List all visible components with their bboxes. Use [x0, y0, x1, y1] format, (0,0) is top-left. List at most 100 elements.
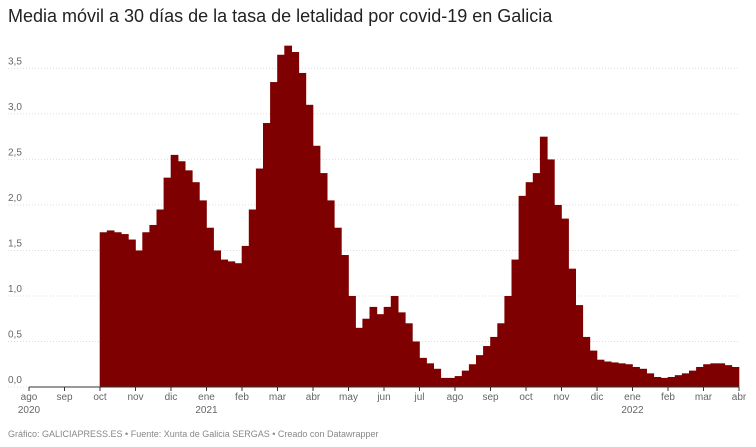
bar	[660, 377, 669, 387]
x-tick-label: jun	[376, 392, 390, 403]
bar	[334, 227, 342, 387]
year-label: 2020	[18, 405, 41, 416]
bar	[383, 306, 392, 387]
bar	[206, 227, 214, 387]
bar	[312, 145, 321, 387]
bar	[270, 82, 278, 388]
bar	[170, 154, 179, 387]
x-tick-label: sep	[482, 392, 499, 403]
year-label: 2021	[195, 405, 218, 416]
bar	[390, 295, 399, 387]
bar	[220, 259, 229, 387]
bar	[504, 295, 513, 387]
bar	[568, 268, 576, 387]
bar	[419, 357, 427, 387]
bar	[99, 232, 108, 387]
x-tick-label: dic	[591, 392, 604, 403]
bar	[248, 209, 257, 387]
bar	[227, 261, 236, 387]
bar	[199, 200, 207, 387]
bar	[376, 314, 385, 387]
x-tick-label: mar	[695, 392, 713, 403]
bar	[348, 295, 356, 387]
bar	[447, 377, 456, 387]
bar	[468, 364, 477, 387]
bar	[362, 318, 371, 387]
x-tick-label: sep	[56, 392, 73, 403]
bar	[476, 355, 484, 387]
bar	[433, 368, 442, 387]
bar	[113, 232, 122, 387]
x-tick-label: oct	[519, 392, 533, 403]
bar	[646, 373, 655, 387]
bar	[369, 306, 378, 387]
y-tick-label: 0,5	[8, 329, 22, 340]
bar	[674, 375, 683, 387]
x-tick-label: mar	[269, 392, 287, 403]
bar	[397, 312, 406, 387]
bar	[632, 366, 640, 387]
bar	[192, 182, 200, 387]
bar	[142, 232, 150, 387]
bar	[234, 263, 243, 387]
source-note: Gráfico: GALICIAPRESS.ES • Fuente: Xunta…	[8, 429, 378, 439]
bar	[405, 323, 413, 387]
bar	[284, 45, 292, 388]
x-tick-label: ene	[198, 392, 215, 403]
y-tick-label: 0,0	[8, 375, 22, 386]
bar	[355, 327, 363, 387]
x-tick-label: feb	[235, 392, 249, 403]
bar	[156, 209, 165, 387]
bar	[717, 363, 726, 387]
x-tick-label: abr	[306, 392, 321, 403]
x-tick-label: oct	[93, 392, 107, 403]
bar	[121, 234, 129, 387]
bar	[596, 359, 605, 387]
bar	[213, 250, 221, 387]
bar	[681, 373, 690, 387]
bar	[582, 336, 591, 387]
bar	[128, 239, 136, 387]
bar	[696, 366, 704, 387]
bar	[483, 346, 491, 387]
bar	[547, 159, 555, 387]
bar	[618, 363, 626, 387]
bar	[255, 168, 264, 387]
bar	[610, 362, 619, 387]
bar	[554, 204, 562, 387]
bar	[135, 250, 143, 387]
bar	[163, 177, 172, 387]
bar	[490, 336, 498, 387]
chart-title: Media móvil a 30 días de la tasa de leta…	[8, 6, 553, 26]
bar	[639, 368, 647, 387]
y-tick-label: 2,5	[8, 147, 22, 158]
bar	[263, 123, 271, 388]
bar	[731, 366, 740, 387]
bar	[667, 376, 676, 387]
x-tick-label: ene	[624, 392, 641, 403]
bar	[426, 363, 434, 387]
bar	[518, 195, 527, 387]
x-tick-label: ago	[447, 392, 464, 403]
bar	[724, 365, 733, 387]
bar	[184, 170, 193, 387]
bar	[689, 370, 697, 387]
x-tick-label: feb	[661, 392, 675, 403]
bar	[440, 377, 449, 387]
bar	[412, 341, 420, 387]
bar	[177, 161, 186, 387]
bar	[326, 200, 335, 387]
x-tick-label: nov	[553, 392, 569, 403]
bar	[710, 363, 718, 387]
bar	[525, 182, 534, 387]
x-tick-label: abr	[732, 392, 747, 403]
bar	[454, 376, 463, 387]
bar	[461, 370, 470, 387]
bar	[298, 72, 307, 387]
bar	[589, 350, 598, 387]
y-tick-label: 1,5	[8, 238, 22, 249]
bar	[305, 104, 314, 388]
bar	[106, 230, 115, 387]
bar	[703, 364, 711, 387]
